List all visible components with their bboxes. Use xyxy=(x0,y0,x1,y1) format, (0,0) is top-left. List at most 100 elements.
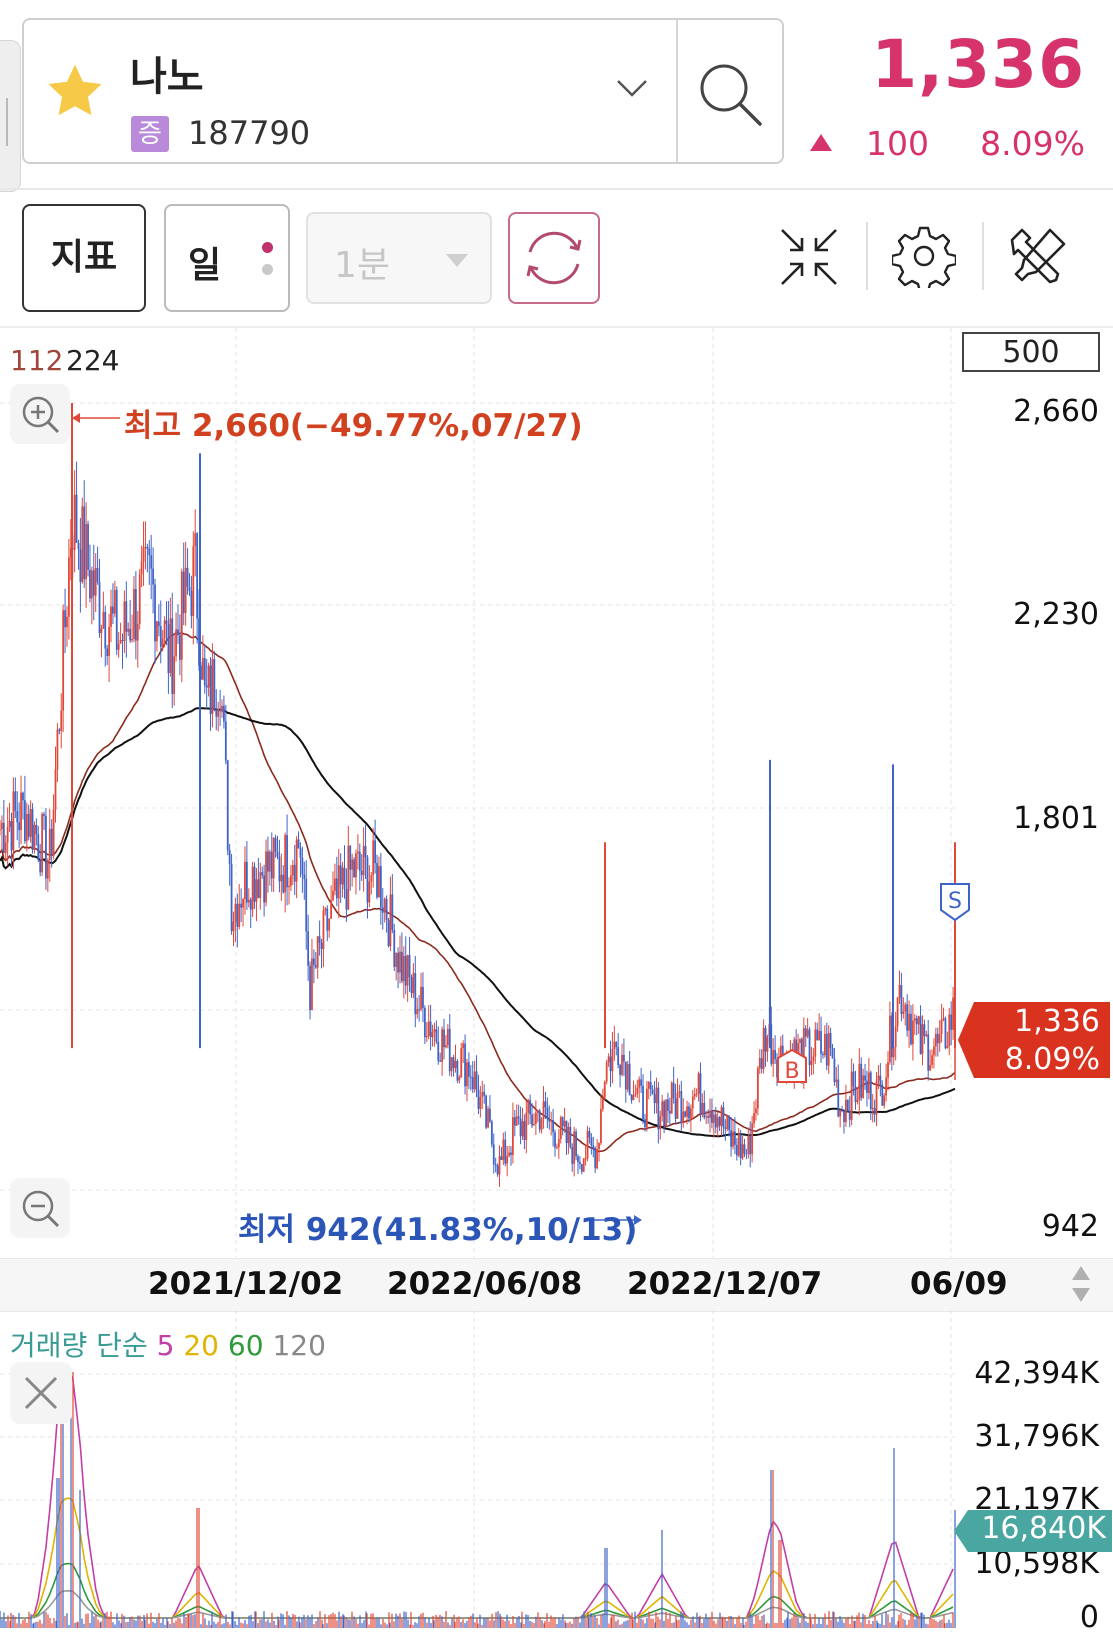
price-change: 100 xyxy=(866,124,929,163)
candle-body xyxy=(594,1148,597,1169)
candle-body xyxy=(689,1108,692,1119)
candle-body xyxy=(850,1071,853,1120)
candle-body xyxy=(58,729,61,731)
candle-body xyxy=(475,1071,478,1090)
candle-body xyxy=(481,1091,484,1097)
close-icon xyxy=(24,1376,58,1410)
candle-body xyxy=(623,1054,625,1062)
candle-body xyxy=(92,570,95,596)
current-price-tag-percent: 8.09% xyxy=(1004,1042,1100,1077)
candle-body xyxy=(946,1046,949,1049)
candle-body xyxy=(18,822,21,831)
candle-body xyxy=(219,708,221,712)
candle-body xyxy=(640,1079,643,1086)
candle-body xyxy=(288,885,290,888)
candle-body xyxy=(760,1058,763,1069)
volume-ma5-line xyxy=(0,1371,954,1619)
candle-body xyxy=(4,842,7,854)
candle-body xyxy=(364,845,367,858)
candle-body xyxy=(96,568,99,582)
candle-body xyxy=(611,1048,614,1072)
candle-body xyxy=(521,1121,524,1137)
candle-body xyxy=(626,1063,629,1090)
candle-body xyxy=(221,705,223,712)
candle-body xyxy=(808,1029,811,1066)
candle-body xyxy=(841,1109,843,1111)
candle-body xyxy=(297,839,300,849)
candle-body xyxy=(167,623,170,673)
candle-body xyxy=(144,546,147,548)
search-button[interactable] xyxy=(680,20,782,162)
collapse-icon[interactable] xyxy=(778,226,840,288)
candle-body xyxy=(177,629,179,636)
candle-body xyxy=(133,589,135,639)
candle-body xyxy=(645,1088,648,1128)
candle-body xyxy=(397,952,399,973)
high-price-label: 최고 2,660(−49.77%,07/27) xyxy=(124,408,583,444)
candle-body xyxy=(846,1099,849,1111)
candle-body xyxy=(492,1144,495,1165)
candle-body xyxy=(691,1096,694,1109)
candle-body xyxy=(186,567,189,587)
side-drawer-handle[interactable] xyxy=(0,40,21,192)
x-axis-label: 06/09 xyxy=(910,1266,1008,1302)
candle-body xyxy=(881,1084,884,1106)
candle-body xyxy=(936,1033,939,1044)
candle-body xyxy=(251,866,254,910)
gear-icon[interactable] xyxy=(892,224,956,288)
close-volume-button[interactable] xyxy=(10,1362,72,1424)
candle-body xyxy=(22,792,24,801)
candle-body xyxy=(345,889,348,910)
candle-body xyxy=(561,1117,564,1127)
refresh-button[interactable] xyxy=(508,212,600,304)
candle-body xyxy=(420,986,422,1010)
tools-icon[interactable] xyxy=(1006,224,1070,288)
candle-body xyxy=(378,866,380,898)
candle-body xyxy=(408,955,411,978)
candle-body xyxy=(766,1036,769,1052)
candle-body xyxy=(774,1050,777,1060)
candle-body xyxy=(194,533,197,547)
candle-body xyxy=(556,1147,558,1149)
candle-body xyxy=(56,729,59,770)
candle-body xyxy=(180,571,183,660)
candle-body xyxy=(661,1101,664,1117)
star-icon[interactable] xyxy=(44,60,106,122)
candle-body xyxy=(422,986,424,1008)
period-button[interactable]: 일 xyxy=(164,204,290,312)
candle-count-input[interactable]: 500 xyxy=(962,332,1100,372)
candle-body xyxy=(513,1117,516,1126)
candle-body xyxy=(295,839,298,882)
candle-body xyxy=(879,1075,882,1085)
candle-body xyxy=(682,1111,685,1124)
date-axis[interactable] xyxy=(0,1258,1113,1312)
candle-body xyxy=(580,1163,583,1172)
volume-legend-ma20: 20 xyxy=(183,1329,219,1362)
candle-body xyxy=(910,1013,912,1045)
candle-body xyxy=(554,1132,556,1148)
candle-body xyxy=(134,589,137,641)
minute-select[interactable]: 1분 xyxy=(306,212,492,304)
volume-ma20-line xyxy=(0,1497,954,1619)
candle-body xyxy=(117,643,120,650)
resize-handle-icon[interactable] xyxy=(1070,1264,1092,1304)
zoom-out-button[interactable] xyxy=(10,1178,70,1238)
candle-body xyxy=(843,1110,845,1123)
candle-body xyxy=(600,1108,602,1144)
chevron-down-icon[interactable] xyxy=(616,78,648,98)
candle-body xyxy=(732,1131,734,1147)
zoom-out-icon xyxy=(22,1190,60,1228)
candle-body xyxy=(569,1127,572,1147)
candle-body xyxy=(349,845,352,870)
candle-body xyxy=(249,899,252,910)
caret-down-icon xyxy=(446,254,468,267)
volume-legend-ma120: 120 xyxy=(272,1329,326,1362)
candle-body xyxy=(751,1123,754,1155)
candle-body xyxy=(628,1063,631,1095)
volume-legend-title: 거래량 단순 xyxy=(10,1329,148,1362)
zoom-in-button[interactable] xyxy=(10,384,70,444)
candle-body xyxy=(196,533,199,619)
candle-body xyxy=(686,1106,688,1117)
price-chart[interactable]: BS xyxy=(0,328,1113,1258)
indicator-button[interactable]: 지표 xyxy=(22,204,146,312)
